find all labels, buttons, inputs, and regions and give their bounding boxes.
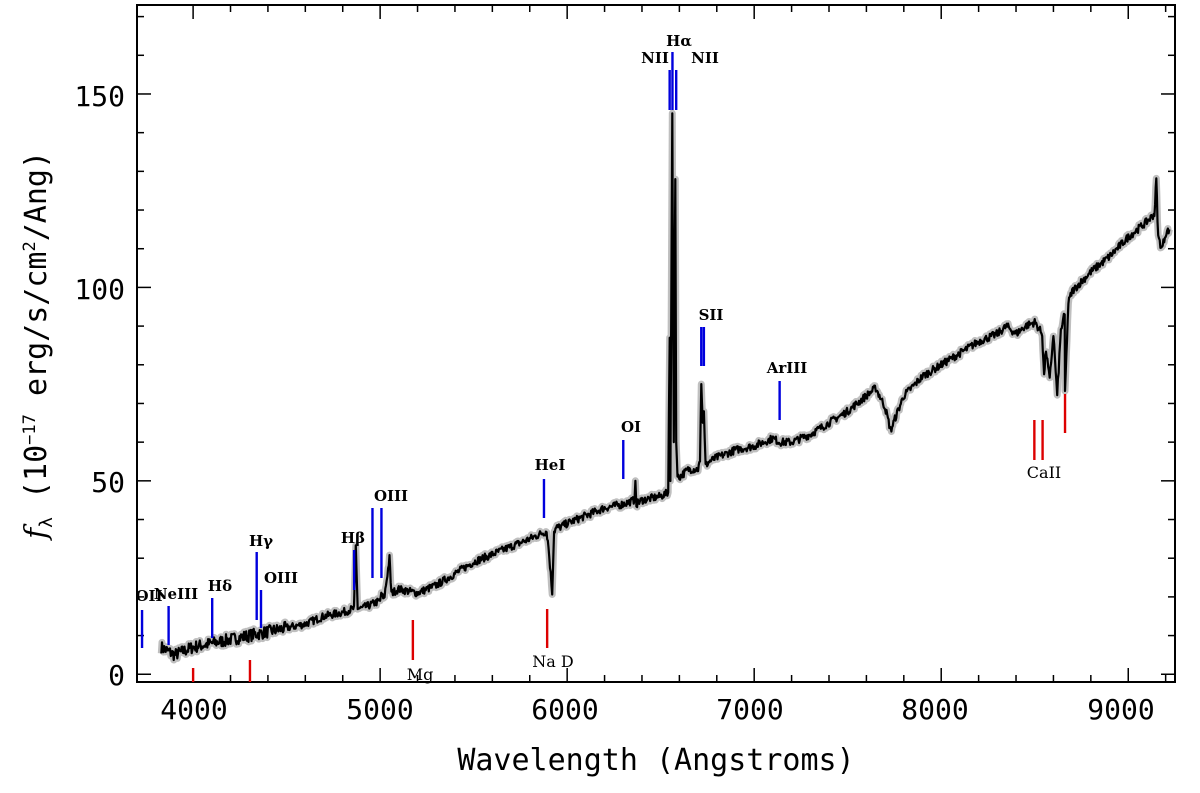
label-nii-6548: NII: [641, 49, 669, 67]
plot-frame: [136, 4, 1176, 683]
label-halpha: Hα: [666, 32, 692, 50]
y-axis-title: fλ (10−17 erg/s/cm2/Ang): [19, 151, 57, 541]
spectrum-error-band: [157, 109, 1173, 664]
label-sii: SII: [699, 306, 724, 324]
label-oiii-4363: OIII: [264, 569, 298, 587]
x-tick-label-4000: 4000: [160, 693, 227, 726]
spectrum-line: [160, 112, 1171, 662]
line-markers: [140, 52, 1067, 682]
label-hgamma: Hγ: [249, 532, 273, 550]
label-ariii: ArIII: [766, 359, 808, 377]
label-oi: OI: [621, 418, 641, 436]
y-axis-subscript: λ: [36, 517, 57, 528]
x-axis-title: Wavelength (Angstroms): [457, 743, 854, 778]
label-nii-6583: NII: [691, 49, 719, 67]
label-hbeta: Hβ: [341, 529, 365, 547]
label-hdelta: Hδ: [208, 577, 232, 595]
y-axis-prefix: (10: [19, 445, 54, 517]
x-tick-label-9000: 9000: [1087, 693, 1154, 726]
x-tick-label-6000: 6000: [531, 693, 598, 726]
label-oii: OII: [135, 587, 162, 605]
label-mg: Mg: [407, 665, 434, 684]
plot-area: [140, 52, 1173, 682]
y-axis-suffix: /Ang): [19, 151, 54, 241]
y-tick-label-100: 100: [74, 273, 125, 306]
y-axis-exponent: −17: [20, 414, 40, 445]
label-caii: CaII: [1027, 463, 1061, 482]
x-tick-label-8000: 8000: [901, 693, 968, 726]
y-tick-label-0: 0: [108, 659, 125, 692]
y-tick-label-150: 150: [74, 80, 125, 113]
axis-ticks: [137, 5, 1175, 682]
label-na-d: Na D: [532, 652, 573, 671]
label-neiii: NeIII: [154, 585, 198, 603]
x-tick-label-5000: 5000: [346, 693, 413, 726]
x-tick-label-7000: 7000: [716, 693, 783, 726]
y-axis-middle: erg/s/cm: [19, 252, 54, 415]
y-axis-exponent2: 2: [20, 241, 40, 251]
label-hei: HeI: [535, 456, 566, 474]
label-oiii-4959: OIII: [374, 487, 408, 505]
y-tick-label-50: 50: [91, 466, 125, 499]
